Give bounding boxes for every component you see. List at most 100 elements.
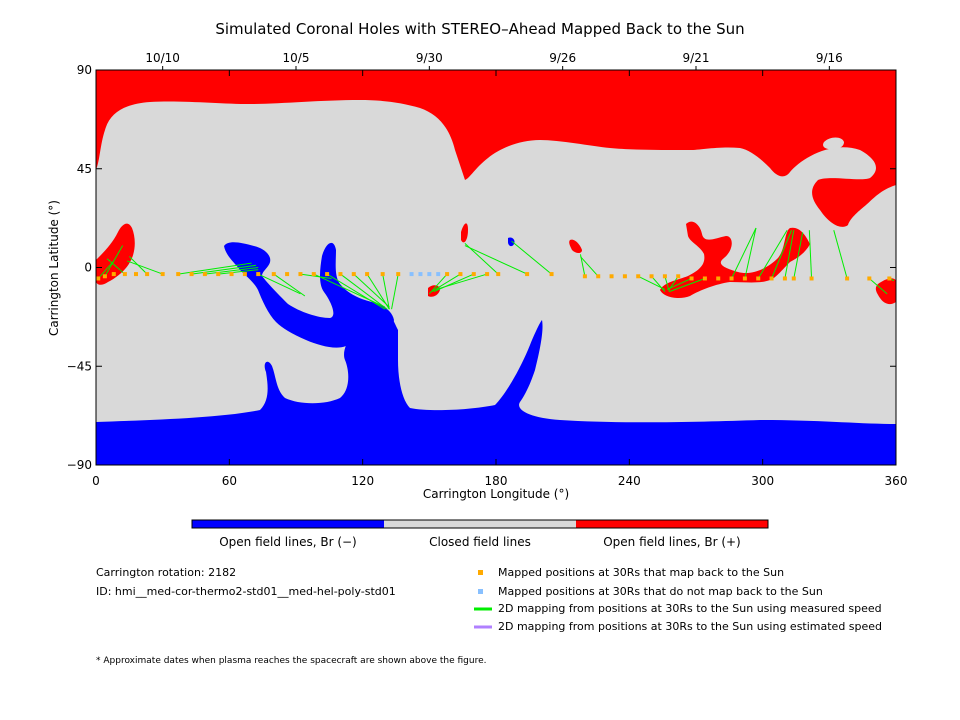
- mapped-point: [662, 274, 667, 279]
- measured-mapping-line: [433, 273, 474, 293]
- x-axis-label: Carrington Longitude (°): [423, 487, 569, 501]
- legend-square-swatch: [478, 589, 483, 594]
- measured-mapping-line: [435, 273, 488, 290]
- map-regions: [96, 70, 896, 465]
- x-tick-label: 240: [618, 474, 641, 488]
- measured-mapping-line: [808, 230, 813, 279]
- open-positive-region-lon165: [461, 223, 468, 243]
- model-id: ID: hmi__med-cor-thermo2-std01__med-hel-…: [96, 585, 396, 598]
- measured-mapping-line: [784, 230, 795, 279]
- measured-mapping-line: [391, 273, 399, 310]
- carrington-rotation: Carrington rotation: 2182: [96, 566, 237, 579]
- mapped-point: [111, 272, 116, 277]
- mapped-point: [134, 272, 138, 277]
- mapped-point: [256, 272, 261, 277]
- mapped-point: [716, 276, 721, 281]
- mapped-point: [242, 272, 247, 277]
- mapped-point: [229, 272, 234, 277]
- mapped-point: [351, 272, 356, 277]
- y-tick-label: 0: [84, 261, 92, 275]
- unmapped-point: [418, 272, 423, 277]
- x-tick-label: 360: [885, 474, 908, 488]
- measured-mapping-line: [666, 278, 692, 290]
- measured-mapping-line: [326, 273, 386, 310]
- mapped-point: [485, 272, 490, 277]
- mapped-point: [582, 274, 587, 279]
- legend-mapped: Mapped positions at 30Rs that map back t…: [498, 566, 785, 579]
- colorbar-open-positive: [576, 520, 768, 528]
- colorbar: [191, 519, 769, 529]
- mapped-point: [636, 274, 641, 279]
- measured-mapping-line: [511, 240, 552, 275]
- mapped-point: [271, 272, 276, 277]
- mapped-point: [202, 272, 207, 277]
- mapped-point: [445, 272, 450, 277]
- mapped-point: [845, 276, 850, 281]
- mapped-point: [122, 272, 127, 277]
- measured-mapping-line: [771, 230, 793, 279]
- mapped-point: [396, 272, 401, 277]
- measured-mapping-line: [757, 229, 788, 279]
- measured-mapping-line: [833, 230, 848, 279]
- x-tick-label: 120: [351, 474, 374, 488]
- mapped-point: [525, 272, 530, 277]
- mapped-point: [298, 272, 303, 277]
- mapped-point: [702, 276, 707, 281]
- y-tick-label: −90: [67, 458, 92, 472]
- open-negative-south-region: [96, 310, 896, 465]
- measured-mapping-line: [428, 273, 448, 295]
- date-tick-label: 9/16: [816, 51, 843, 65]
- y-tick-label: 90: [77, 63, 92, 77]
- measured-mapping-line: [669, 278, 706, 293]
- mapped-point: [311, 272, 316, 277]
- mapped-point: [380, 272, 385, 277]
- measured-mapping-line: [869, 278, 888, 295]
- legend-estimated: 2D mapping from positions at 30Rs to the…: [498, 620, 883, 633]
- measured-mapping-line: [273, 273, 306, 297]
- unmapped-point: [427, 272, 432, 277]
- mapped-point: [689, 276, 694, 281]
- colorbar-label-positive: Open field lines, Br (+): [603, 535, 741, 549]
- legend-glyphs: [474, 570, 492, 629]
- mapped-point: [609, 274, 614, 279]
- mapped-point: [102, 274, 107, 279]
- measured-mapping-line: [353, 273, 390, 308]
- mapped-point: [338, 272, 343, 277]
- x-tick-label: 60: [222, 474, 237, 488]
- date-tick-label: 10/5: [283, 51, 310, 65]
- mapped-point: [471, 272, 476, 277]
- mapped-point: [756, 276, 761, 281]
- open-positive-region-lon215: [569, 239, 582, 253]
- measured-mapping-line: [793, 232, 804, 279]
- measured-mapping-line: [382, 273, 390, 310]
- x-tick-label: 300: [751, 474, 774, 488]
- mapped-point: [496, 272, 501, 277]
- mapped-point: [176, 272, 181, 277]
- measured-mapping-line: [106, 258, 126, 275]
- y-axis-label: Carrington Latitude (°): [47, 200, 61, 336]
- measured-mapping-line: [97, 260, 115, 279]
- mapped-point: [782, 276, 787, 281]
- measured-mapping-line: [580, 256, 599, 277]
- measured-mapping-line: [300, 273, 332, 279]
- measured-mapping-line: [431, 273, 461, 293]
- measured-mapping-line: [366, 273, 390, 310]
- mapped-point: [887, 276, 892, 281]
- measured-mapping-line: [744, 227, 757, 279]
- mapped-point: [729, 276, 734, 281]
- mapped-point: [791, 276, 796, 281]
- open-negative-mid-region: [224, 242, 394, 348]
- measured-mapping-line: [191, 264, 257, 275]
- unmapped-point: [436, 272, 441, 277]
- x-tick-label: 0: [92, 474, 100, 488]
- measured-mapping-line: [651, 275, 666, 292]
- mapped-point: [145, 272, 150, 277]
- footnote: * Approximate dates when plasma reaches …: [96, 656, 487, 666]
- y-tick-label: 45: [77, 162, 92, 176]
- measured-mapping-line: [126, 260, 163, 275]
- legend-measured: 2D mapping from positions at 30Rs to the…: [498, 602, 882, 615]
- colorbar-label-negative: Open field lines, Br (−): [219, 535, 357, 549]
- colorbar-open-negative: [192, 520, 384, 528]
- measured-mapping-line: [340, 273, 388, 310]
